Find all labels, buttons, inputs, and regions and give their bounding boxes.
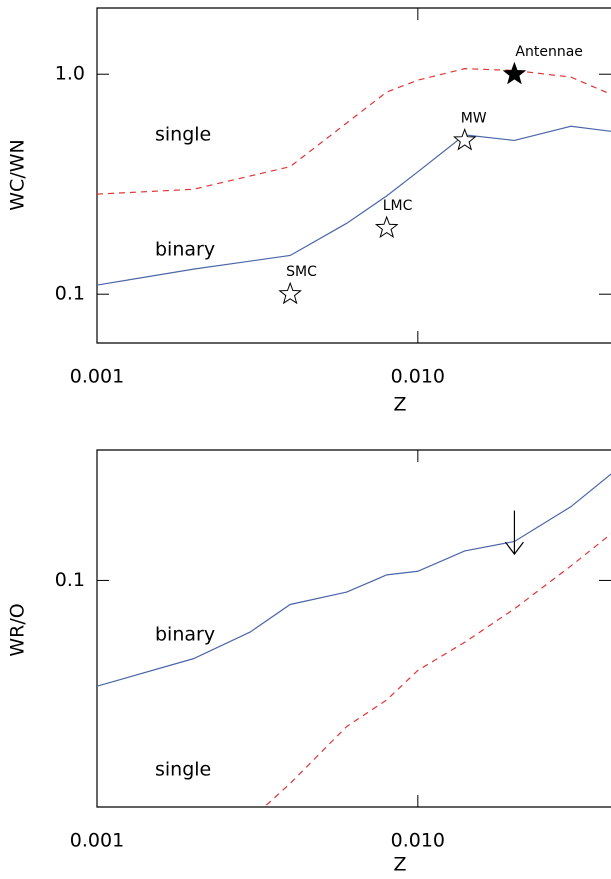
point-label: MW [461, 110, 487, 126]
star-marker [502, 61, 527, 85]
series-label: single [155, 759, 211, 781]
point-label: Antennae [515, 44, 583, 60]
axis-frame [96, 7, 611, 344]
x-tick-label: 0.010 [391, 830, 445, 852]
point-label: LMC [383, 198, 413, 214]
y-tick-label: 0.1 [55, 283, 85, 305]
upper-limit-arrow [504, 510, 524, 556]
series-line [263, 533, 611, 807]
star-marker [278, 281, 302, 305]
series-line [97, 473, 611, 687]
y-tick-label: 1.0 [55, 63, 85, 85]
series-label: binary [155, 239, 215, 261]
point-label: SMC [286, 264, 317, 280]
x-axis-label: Z [393, 394, 406, 416]
y-tick-label: 0.1 [55, 569, 85, 591]
axis-frame [96, 449, 611, 808]
series-label: binary [155, 624, 215, 646]
series-label: single [155, 124, 211, 146]
star-marker [452, 127, 477, 151]
series-line [97, 68, 611, 195]
y-axis-label: WR/O [7, 603, 29, 656]
series-line [97, 125, 611, 286]
x-tick-label: 0.001 [70, 366, 124, 388]
star-marker [374, 215, 399, 239]
y-axis-label: WC/WN [7, 139, 29, 210]
x-axis-label: Z [393, 854, 406, 876]
x-tick-label: 0.001 [70, 830, 124, 852]
x-tick-label: 0.010 [391, 366, 445, 388]
